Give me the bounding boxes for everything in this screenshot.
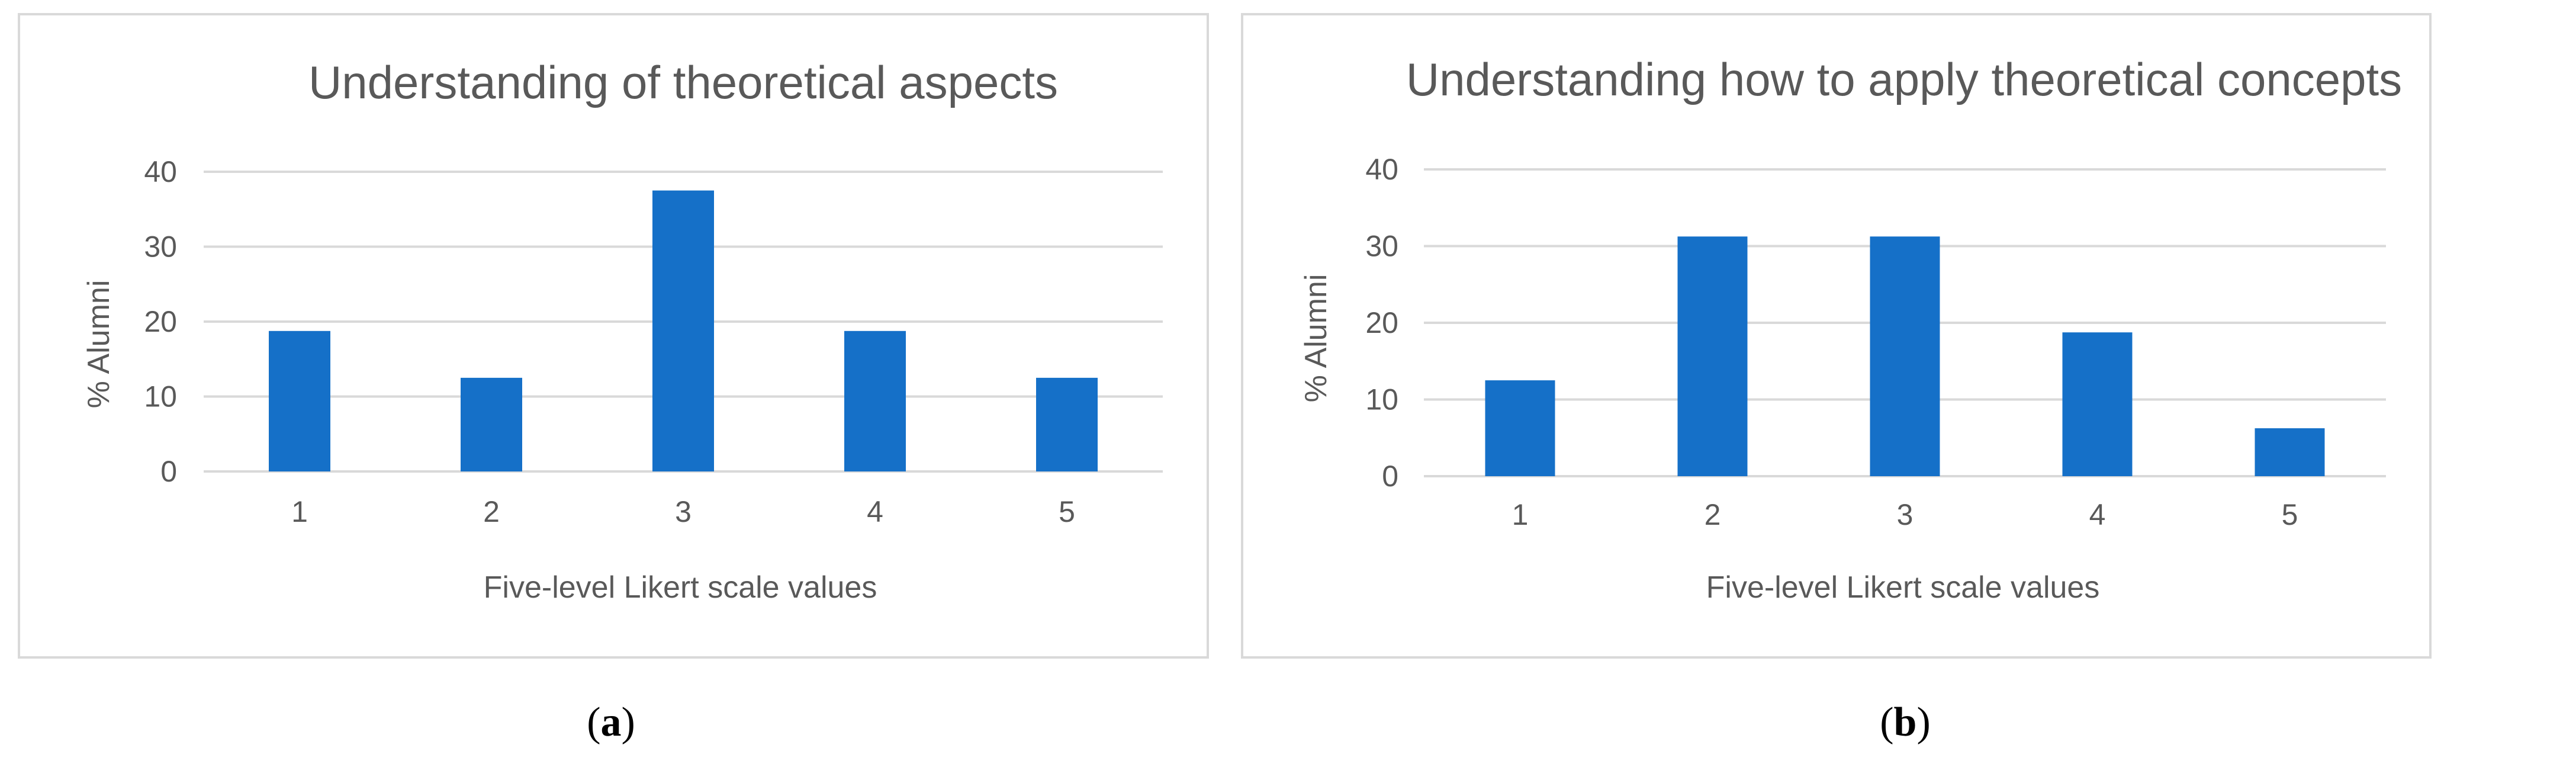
y-axis-title: % Alumni bbox=[82, 280, 116, 409]
x-axis-title: Five-level Likert scale values bbox=[1706, 570, 2100, 605]
chart-panel-a: Understanding of theoretical aspects 0 10… bbox=[18, 13, 1209, 659]
y-tick-label: 30 bbox=[144, 230, 177, 264]
bar bbox=[1870, 236, 1940, 476]
bar bbox=[269, 330, 330, 471]
x-tick-labels: 1 2 3 4 5 bbox=[1512, 498, 2298, 531]
y-tick-labels: 0 10 20 30 40 bbox=[144, 155, 177, 488]
bar bbox=[1485, 380, 1555, 476]
caption-letter: a bbox=[600, 699, 622, 745]
y-tick-label: 10 bbox=[144, 380, 177, 413]
bar bbox=[1677, 236, 1748, 476]
x-tick-label: 5 bbox=[2282, 498, 2298, 531]
chart-title: Understanding of theoretical aspects bbox=[308, 56, 1058, 108]
y-tick-label: 40 bbox=[144, 155, 177, 188]
bar bbox=[1036, 377, 1098, 471]
x-tick-label: 1 bbox=[291, 495, 308, 528]
bar bbox=[2062, 332, 2133, 476]
chart-b-svg: Understanding how to apply theoretical c… bbox=[1299, 53, 2402, 605]
caption-open-paren: ( bbox=[1880, 699, 1894, 745]
chart-title: Understanding how to apply theoretical c… bbox=[1406, 53, 2402, 105]
bars bbox=[1485, 236, 2325, 476]
bar bbox=[2255, 428, 2325, 476]
chart-panel-b: Understanding how to apply theoretical c… bbox=[1241, 13, 2432, 659]
y-tick-label: 30 bbox=[1365, 230, 1398, 263]
y-tick-label: 0 bbox=[1382, 460, 1398, 493]
bars bbox=[269, 190, 1098, 471]
x-tick-label: 4 bbox=[867, 495, 883, 528]
x-tick-label: 2 bbox=[1705, 498, 1721, 531]
caption-a: (a) bbox=[552, 699, 670, 746]
caption-open-paren: ( bbox=[587, 699, 601, 745]
caption-letter: b bbox=[1893, 699, 1917, 745]
y-tick-label: 40 bbox=[1365, 153, 1398, 186]
x-tick-label: 5 bbox=[1059, 495, 1075, 528]
x-tick-label: 1 bbox=[1512, 498, 1529, 531]
caption-close-paren: ) bbox=[1916, 699, 1931, 745]
chart-a-svg: Understanding of theoretical aspects 010… bbox=[82, 56, 1163, 605]
y-axis-title: % Alumni bbox=[1299, 274, 1333, 403]
bar bbox=[461, 377, 522, 471]
caption-b: (b) bbox=[1846, 699, 1964, 746]
y-tick-label: 20 bbox=[1365, 306, 1398, 339]
x-tick-label: 4 bbox=[2089, 498, 2106, 531]
x-tick-label: 3 bbox=[675, 495, 692, 528]
x-axis-title: Five-level Likert scale values bbox=[484, 570, 877, 605]
y-tick-label: 10 bbox=[1365, 383, 1398, 416]
x-tick-label: 3 bbox=[1897, 498, 1913, 531]
y-tick-label: 20 bbox=[144, 305, 177, 338]
x-tick-label: 2 bbox=[483, 495, 500, 528]
x-tick-labels: 1 2 3 4 5 bbox=[291, 495, 1075, 528]
bar bbox=[652, 190, 714, 471]
caption-close-paren: ) bbox=[621, 699, 635, 745]
bar bbox=[844, 330, 906, 471]
y-tick-label: 0 bbox=[160, 455, 177, 488]
y-tick-labels: 0 10 20 30 40 bbox=[1365, 153, 1398, 493]
